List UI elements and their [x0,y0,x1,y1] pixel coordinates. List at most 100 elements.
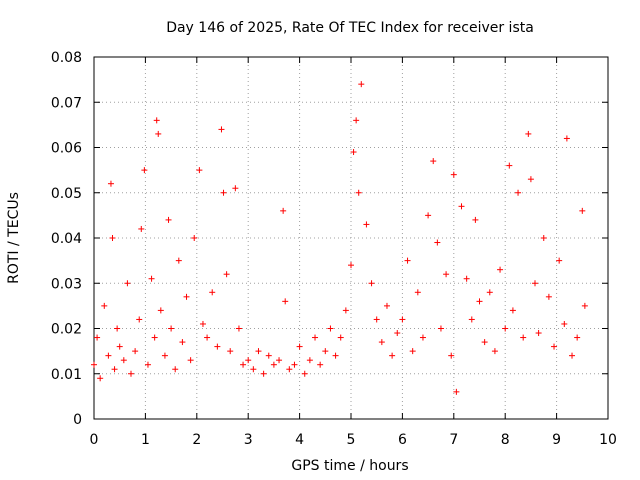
x-tick-label: 2 [192,432,201,448]
data-point [327,325,334,332]
data-point [175,257,182,264]
data-point [301,370,308,377]
data-point [157,307,164,314]
grid [94,57,608,419]
data-point [332,352,339,359]
y-tick-label: 0.05 [51,186,82,202]
data-point [265,352,272,359]
data-point [497,266,504,273]
data-point [245,357,252,364]
data-point [91,361,97,368]
y-tick-label: 0.07 [51,95,82,111]
data-point [191,235,198,241]
data-point [165,216,172,223]
y-tick-label: 0.01 [51,367,82,383]
data-point [348,262,354,269]
data-point [551,343,558,350]
data-point [232,185,239,192]
data-point [111,366,118,373]
data-point [561,320,568,327]
data-point [97,375,104,382]
data-point [450,171,457,178]
data-point [270,361,277,368]
data-point [148,275,155,282]
data-point [161,352,168,359]
data-point [172,366,179,373]
chart-title: Day 146 of 2025, Rate Of TEC Index for r… [166,20,534,36]
x-tick-label: 1 [141,432,150,448]
data-point [419,334,426,341]
data-point [581,302,588,309]
x-tick-label: 10 [599,432,617,448]
data-point [342,307,349,314]
x-tick-label: 3 [244,432,253,448]
data-point [101,302,108,309]
data-point [337,334,344,341]
data-point [227,348,234,355]
data-point [132,348,139,355]
data-point [506,162,513,169]
data-point [515,189,522,196]
data-point [276,357,283,364]
data-point [136,316,143,323]
y-axis-label: ROTI / TECUs [6,192,22,284]
data-point [255,348,262,355]
data-point [434,239,441,246]
y-tick-label: 0.03 [51,276,82,292]
x-tick-label: 9 [552,432,561,448]
data-points [91,81,588,395]
data-point [183,293,190,300]
data-point [409,348,416,355]
data-point [527,176,534,183]
data-point [540,235,547,241]
data-point [151,334,158,341]
data-point [481,339,488,346]
data-point [414,289,421,296]
data-point [144,361,151,368]
data-point [291,361,298,368]
axis-ticks [93,56,609,420]
data-point [282,298,289,305]
data-point [124,280,131,287]
data-point [109,235,116,241]
data-point [107,180,114,187]
data-point [296,343,303,350]
data-point [306,357,313,364]
x-tick-label: 7 [449,432,458,448]
data-point [358,81,365,88]
data-point [240,361,247,368]
data-point [509,307,516,314]
data-point [105,352,112,359]
y-tick-label: 0.02 [51,322,82,338]
y-tick-label: 0.06 [51,141,82,157]
data-point [545,293,552,300]
data-point [491,348,498,355]
data-point [214,343,221,350]
data-point [350,149,357,156]
data-point [383,302,390,309]
data-point [114,325,121,332]
data-point [235,325,242,332]
data-point [437,325,444,332]
data-point [532,280,539,287]
data-point [556,257,563,264]
x-tick-label: 5 [347,432,356,448]
data-point [569,352,576,359]
data-point [153,117,160,124]
data-point [120,357,127,364]
data-point [463,275,470,282]
data-point [525,130,532,137]
data-point [430,158,437,165]
data-point [486,289,493,296]
data-point [389,352,396,359]
data-point [535,330,542,337]
data-point [353,117,360,124]
x-tick-labels: 0 1 2 3 4 5 6 7 8 9 10 [90,432,617,448]
data-point [502,325,509,332]
data-point [312,334,319,341]
data-point [404,257,411,264]
data-point [472,216,479,223]
data-point [425,212,432,219]
data-point [223,271,230,278]
data-point [399,316,406,323]
